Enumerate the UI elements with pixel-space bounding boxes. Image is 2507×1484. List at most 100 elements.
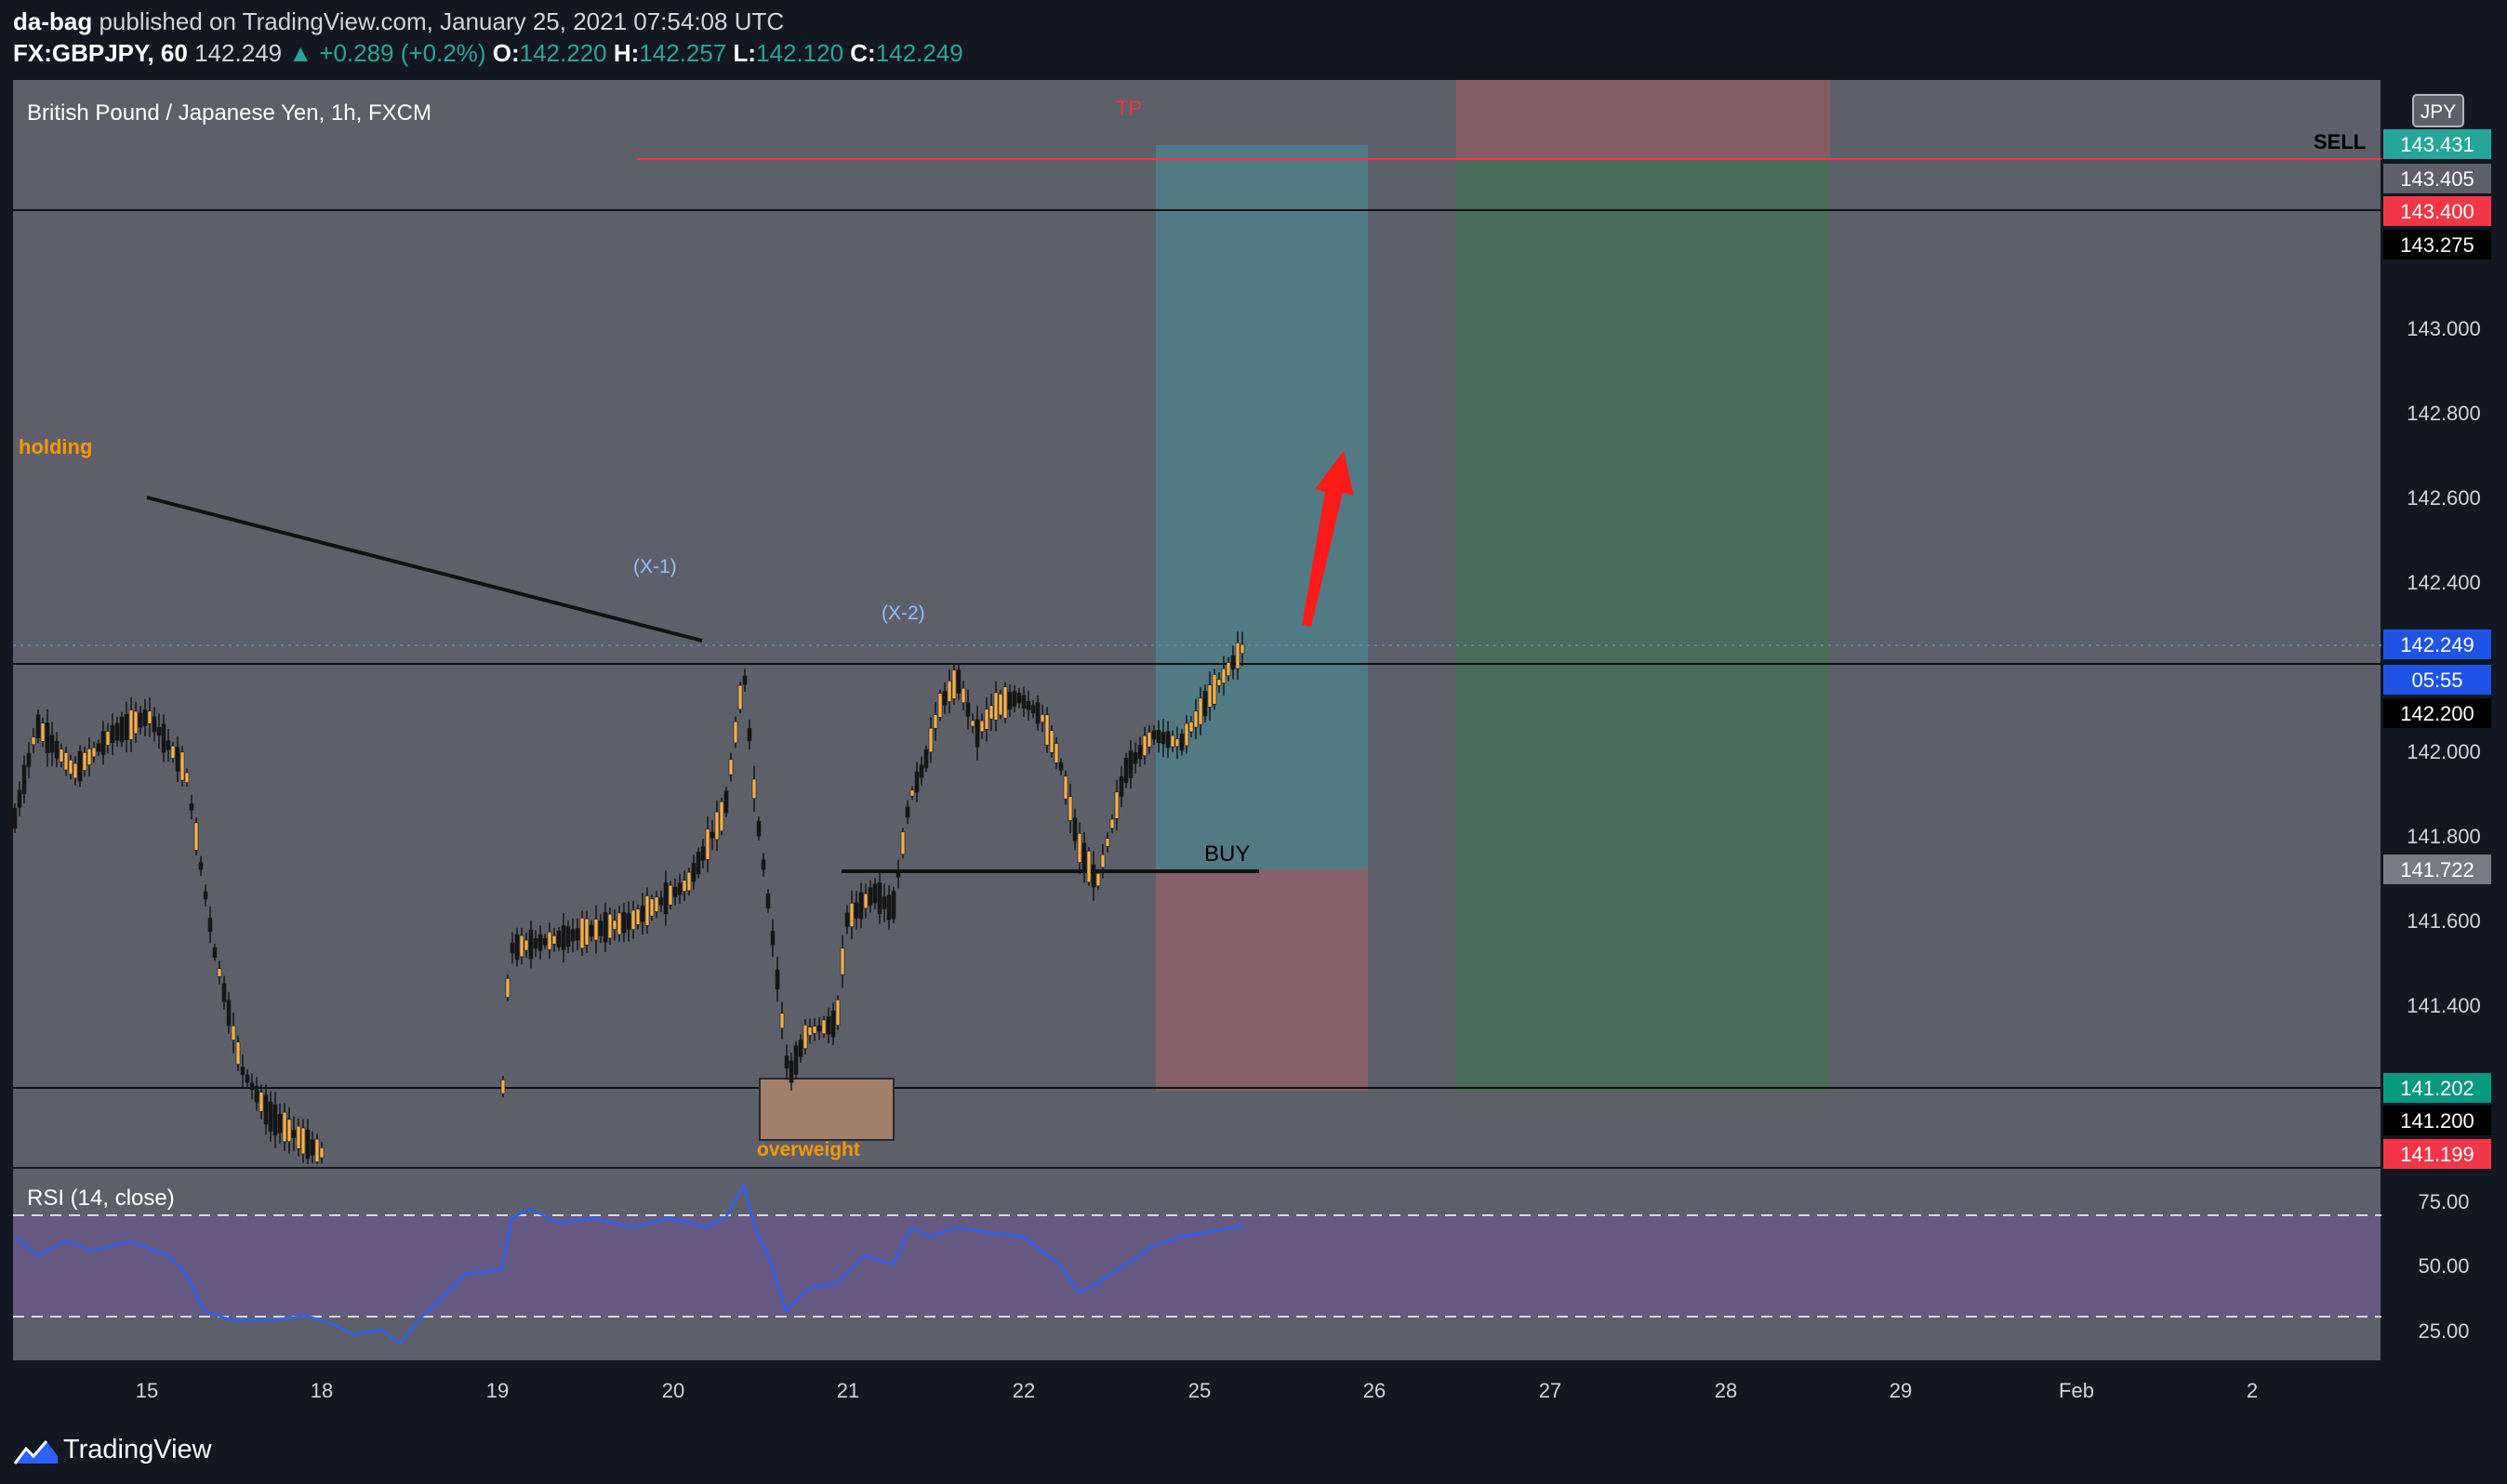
low-value: 142.120 <box>756 39 844 67</box>
price-tag-label: 143.405 <box>2400 167 2474 191</box>
symbol-name: FX:GBPJPY, 60 <box>13 39 188 67</box>
time-axis[interactable]: 15 18 19 20 21 22 25 26 27 28 29 Feb 2 <box>136 1379 2258 1402</box>
candle-body <box>1058 762 1064 771</box>
candle-body <box>942 691 948 706</box>
candle-body <box>742 675 748 685</box>
time-axis-label: 21 <box>837 1379 859 1402</box>
short-position-stop-zone[interactable] <box>1456 80 1830 160</box>
currency-button[interactable]: JPY <box>2412 94 2464 127</box>
price-axis[interactable]: 143.000 142.800 142.600 142.400 142.000 141.8… <box>2407 317 2481 1017</box>
candle-body <box>951 669 957 699</box>
candle-body <box>1184 722 1189 747</box>
short-position-target-zone[interactable] <box>1456 160 1830 1091</box>
last-price: 142.249 <box>194 39 283 67</box>
price-axis-label: 142.800 <box>2407 402 2481 425</box>
chart-area[interactable]: British Pound / Japanese Yen, 1h, FXCM h… <box>0 78 2507 1417</box>
candle-body <box>905 806 910 818</box>
x1-label[interactable]: (X-1) <box>633 556 677 577</box>
price-tag-bg <box>2383 855 2491 884</box>
price-tag-label: 142.200 <box>2400 702 2474 725</box>
candle-body <box>956 669 962 694</box>
trend-line[interactable] <box>146 496 703 643</box>
price-tag-label: 142.249 <box>2400 633 2474 656</box>
candle-body <box>714 811 720 841</box>
candle-body <box>1016 693 1022 704</box>
candle-body <box>82 752 87 771</box>
holding-label[interactable]: holding <box>19 435 92 458</box>
candle-body <box>979 720 985 733</box>
close-label: C: <box>850 39 876 67</box>
candle-body <box>86 749 92 765</box>
candle-body <box>277 1113 283 1133</box>
candle-body <box>1137 745 1143 760</box>
time-axis-label: 26 <box>1363 1379 1386 1402</box>
tp-label[interactable]: TP <box>1116 97 1142 120</box>
candle-body <box>658 897 664 906</box>
candle-body <box>928 727 934 753</box>
candle-body <box>124 713 129 741</box>
tradingview-brand[interactable]: TradingView <box>63 1435 212 1464</box>
candle-body <box>1109 818 1115 829</box>
close-value: 142.249 <box>875 39 963 67</box>
candle-body <box>240 1067 245 1076</box>
candle-body <box>189 803 194 811</box>
candle-body <box>1165 731 1171 749</box>
candle-body <box>891 891 896 920</box>
candle-body <box>1068 796 1073 821</box>
up-arrow-drawing[interactable] <box>1302 451 1354 627</box>
candle-body <box>1049 730 1055 753</box>
published-text: published on TradingView.com, January 25… <box>99 7 785 35</box>
candle-body <box>705 828 710 860</box>
candle-body <box>142 709 148 726</box>
high-label: H: <box>613 39 640 67</box>
candle-body <box>1147 732 1152 748</box>
candle-body <box>700 846 706 861</box>
candle-body <box>1100 854 1106 868</box>
buy-label[interactable]: BUY <box>1204 841 1250 867</box>
candle-body <box>779 1013 785 1029</box>
candle-body <box>1151 730 1157 740</box>
publisher-name[interactable]: da-bag <box>13 7 93 35</box>
candle-body <box>863 893 869 909</box>
candle-body <box>1179 734 1185 751</box>
candle-body <box>138 712 143 728</box>
candle-body <box>1012 691 1017 707</box>
candle-body <box>547 932 552 950</box>
candle-body <box>156 726 162 736</box>
overweight-label[interactable]: overweight <box>757 1139 860 1160</box>
candle-body <box>231 1025 236 1041</box>
candle-body <box>245 1074 250 1083</box>
candle-body <box>812 1026 817 1034</box>
open-value: 142.220 <box>519 39 607 67</box>
candle-body <box>765 893 771 908</box>
candle-body <box>1063 775 1068 800</box>
candle-body <box>68 760 73 775</box>
candle-body <box>1007 692 1013 710</box>
candle-body <box>152 716 157 733</box>
candle-body <box>937 693 943 718</box>
candle-body <box>947 681 952 702</box>
candle-body <box>654 896 659 912</box>
time-axis-label: 25 <box>1188 1379 1211 1402</box>
candle-body <box>226 1000 232 1027</box>
long-position-stop-zone[interactable] <box>1156 869 1368 1091</box>
candle-body <box>612 920 617 930</box>
sell-label[interactable]: SELL <box>2314 130 2366 153</box>
candle-body <box>282 1111 287 1143</box>
tradingview-logo-icon[interactable] <box>13 1436 60 1467</box>
candle-body <box>988 705 994 720</box>
x2-label[interactable]: (X-2) <box>882 603 925 624</box>
candle-body <box>751 778 757 800</box>
candle-body <box>12 807 18 829</box>
high-value: 142.257 <box>639 39 727 67</box>
candle-body <box>254 1086 259 1103</box>
overweight-box[interactable] <box>759 1078 895 1141</box>
rsi-axis-label: 50.00 <box>2418 1254 2469 1278</box>
candle-body <box>737 684 743 710</box>
candle-body <box>798 1040 803 1057</box>
rsi-axis-label: 25.00 <box>2418 1319 2469 1343</box>
candle-body <box>821 1019 827 1035</box>
price-change: ▲ +0.289 (+0.2%) <box>288 39 486 67</box>
candle-body <box>895 870 901 878</box>
candle-body <box>54 741 60 759</box>
